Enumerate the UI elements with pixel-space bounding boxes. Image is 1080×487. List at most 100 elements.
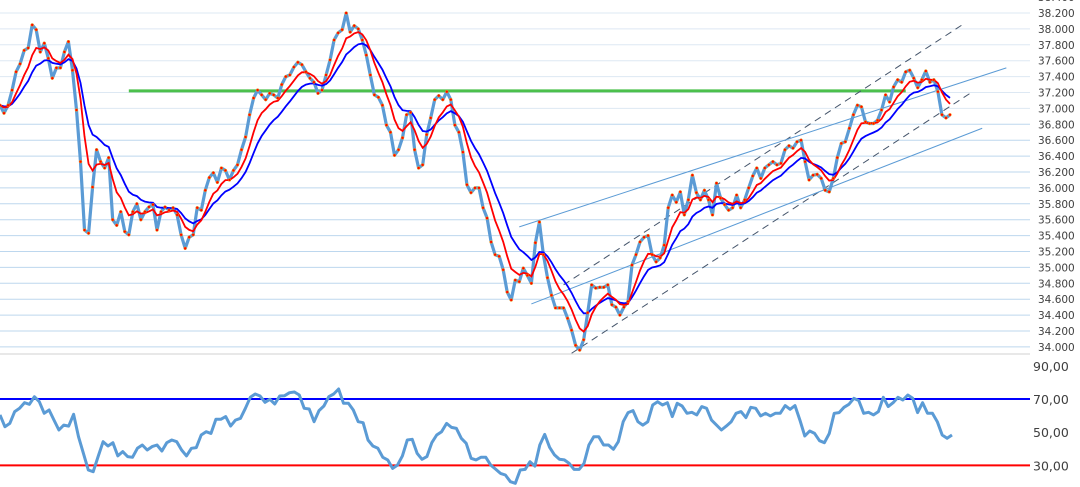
oscillator-tick-label: 50,00 xyxy=(1033,425,1069,440)
price-point xyxy=(883,93,888,97)
price-point xyxy=(525,273,529,278)
price-point xyxy=(82,228,87,232)
price-point xyxy=(477,186,481,190)
price-point xyxy=(465,183,469,187)
price-point xyxy=(388,130,393,134)
price-point xyxy=(408,110,413,115)
y-tick-label: 35.200 xyxy=(1038,247,1075,259)
price-point xyxy=(264,98,268,102)
y-tick-label: 38.400 xyxy=(1038,0,1075,4)
price-point xyxy=(940,113,944,117)
price-point xyxy=(932,78,936,82)
price-point xyxy=(594,286,598,290)
price-point xyxy=(948,113,952,117)
price-point xyxy=(215,180,220,184)
price-point xyxy=(183,246,187,250)
price-point xyxy=(107,156,111,160)
price-point xyxy=(787,144,791,148)
price-point xyxy=(175,213,179,217)
price-point xyxy=(396,148,401,152)
price-point xyxy=(70,68,75,72)
price-point xyxy=(908,68,912,72)
price-point xyxy=(6,103,10,107)
price-point xyxy=(602,285,606,289)
y-tick-label: 35.000 xyxy=(1038,262,1075,274)
oscillator-series-line xyxy=(0,387,953,485)
price-point xyxy=(541,253,546,257)
price-point xyxy=(622,305,626,309)
price-point xyxy=(304,70,308,74)
y-tick-label: 38.000 xyxy=(1038,24,1075,36)
price-point xyxy=(94,148,99,152)
y-tick-label: 38.200 xyxy=(1038,8,1075,20)
price-point xyxy=(380,103,385,107)
price-point xyxy=(332,38,336,42)
price-point xyxy=(243,135,248,139)
price-point xyxy=(505,290,509,294)
price-point xyxy=(823,188,827,192)
price-point xyxy=(871,121,876,126)
price-point xyxy=(139,218,143,222)
price-point xyxy=(928,80,932,84)
price-point xyxy=(847,126,852,130)
price-point xyxy=(916,86,920,90)
price-point xyxy=(469,191,473,195)
price-point xyxy=(690,173,695,177)
y-tick-label: 34.400 xyxy=(1038,310,1075,322)
price-point xyxy=(127,233,131,237)
price-point xyxy=(501,268,505,272)
price-point xyxy=(211,171,215,175)
price-point xyxy=(606,283,610,287)
price-point xyxy=(658,256,662,260)
price-point xyxy=(356,27,360,31)
price-axis-labels: 34.000 34.200 34.400 34.600 34.800 35.000 35.2… xyxy=(1038,0,1075,354)
price-point xyxy=(187,235,191,239)
price-point xyxy=(46,56,50,60)
price-point xyxy=(34,28,38,32)
price-point xyxy=(320,88,324,92)
price-point xyxy=(626,299,630,304)
price-point xyxy=(578,348,582,352)
price-point xyxy=(155,228,159,232)
y-tick-label: 37.200 xyxy=(1038,88,1075,100)
price-point xyxy=(368,73,372,77)
price-point xyxy=(545,276,550,280)
price-point xyxy=(779,161,783,165)
price-point xyxy=(891,85,896,89)
trendline xyxy=(519,67,1007,228)
price-point xyxy=(775,163,779,167)
price-point xyxy=(364,53,368,57)
price-point xyxy=(207,175,211,180)
price-point xyxy=(457,130,461,134)
price-point xyxy=(537,220,542,224)
price-point xyxy=(573,343,578,347)
price-point xyxy=(662,243,666,247)
price-point xyxy=(557,306,562,310)
price-point xyxy=(340,28,344,32)
price-point xyxy=(14,70,18,74)
price-point xyxy=(912,76,916,80)
price-point xyxy=(42,41,46,45)
y-tick-label: 36.000 xyxy=(1038,183,1075,195)
price-point xyxy=(698,198,703,202)
price-point xyxy=(50,76,54,80)
price-gridlines xyxy=(0,12,1030,348)
price-point xyxy=(702,188,707,192)
price-point xyxy=(678,190,682,194)
price-point xyxy=(706,198,711,202)
fast-moving-average-line xyxy=(0,31,951,333)
price-point xyxy=(288,73,292,77)
price-point xyxy=(887,100,892,104)
price-point xyxy=(851,113,856,117)
price-point xyxy=(517,280,521,284)
price-point xyxy=(26,46,30,50)
price-point xyxy=(223,168,228,173)
price-point xyxy=(159,210,163,214)
price-point xyxy=(179,233,183,237)
price-point xyxy=(859,105,864,109)
price-point xyxy=(86,231,91,235)
price-point xyxy=(843,140,847,144)
price-point xyxy=(867,121,872,126)
price-point xyxy=(682,213,686,217)
